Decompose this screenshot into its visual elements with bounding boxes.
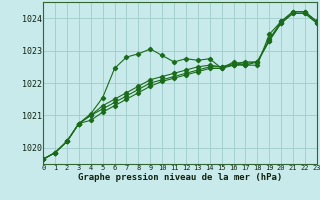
X-axis label: Graphe pression niveau de la mer (hPa): Graphe pression niveau de la mer (hPa) xyxy=(78,173,282,182)
